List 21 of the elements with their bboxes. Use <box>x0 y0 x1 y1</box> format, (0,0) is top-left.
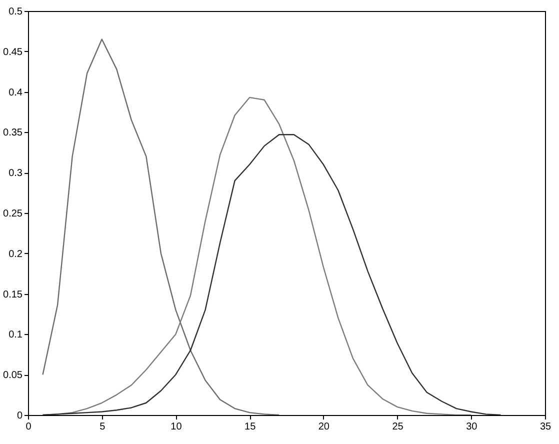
y-tick-label: 0.1 <box>8 330 23 341</box>
y-tick-label: 0.25 <box>3 208 23 220</box>
y-tick-label: 0.05 <box>3 370 23 382</box>
x-tick-label: 0 <box>26 422 32 432</box>
x-tick-label: 25 <box>392 422 404 432</box>
x-tick-label: 35 <box>540 422 552 432</box>
y-tick-label: 0.15 <box>3 289 23 300</box>
line-series <box>42 38 280 415</box>
x-tick-label: 20 <box>318 422 330 432</box>
x-tick-label: 15 <box>244 422 256 432</box>
y-tick-label: 0.3 <box>8 168 23 180</box>
y-tick-label: 0.4 <box>8 87 23 98</box>
x-tick-label: 10 <box>170 422 182 432</box>
x-tick-label: 5 <box>100 422 106 432</box>
y-tick-label: 0 <box>16 410 23 422</box>
y-tick-label: 0.5 <box>8 6 23 18</box>
line-series <box>42 134 502 415</box>
y-tick-label: 0.2 <box>8 248 23 260</box>
y-tick-label: 0.35 <box>3 128 23 139</box>
x-tick-label: 30 <box>466 422 478 432</box>
y-tick-label: 0.45 <box>3 46 23 58</box>
